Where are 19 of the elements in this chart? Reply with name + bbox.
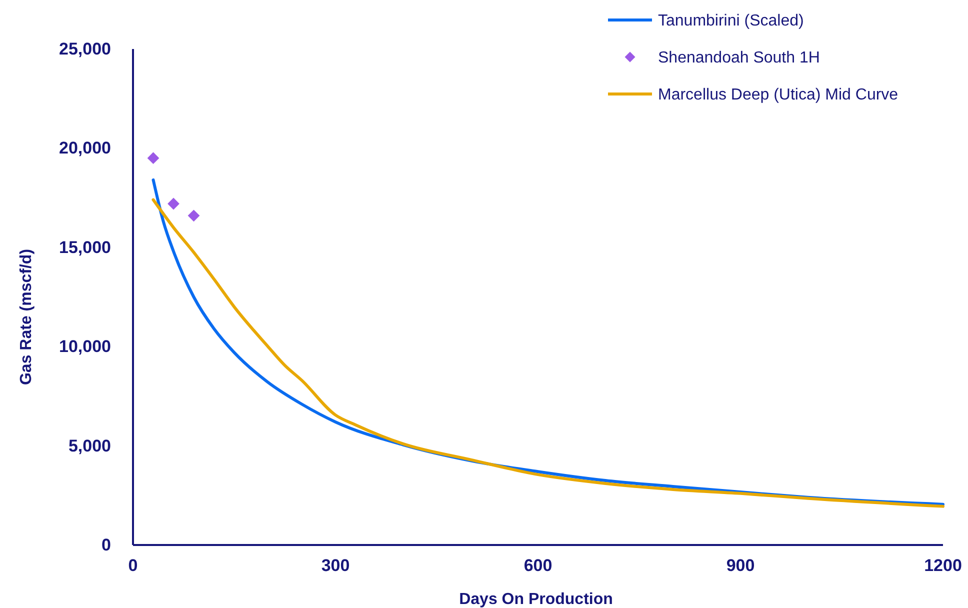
legend-label: Shenandoah South 1H [658,50,820,67]
point [168,198,180,210]
y-axis-title: Gas Rate (mscf/d) [18,248,35,386]
y-tick-label: 0 [102,535,111,554]
point [147,152,160,164]
x-tick-label: 1200 [924,556,962,576]
y-tick-label: 15,000 [59,238,111,257]
legend-label: Tanumbirini (Scaled) [658,12,804,30]
y-tick-label: 5,000 [68,436,111,456]
x-axis-title: Days On Production [459,591,613,608]
y-tick-label: 25,000 [59,39,111,58]
x-tick-label: 0 [128,556,138,576]
x-tick-label: 300 [321,556,350,576]
x-tick-label: 900 [726,556,755,576]
x-tick-label: 600 [524,556,552,576]
y-tick-label: 10,000 [59,337,111,356]
legend-label: Marcellus Deep (Utica) Mid Curve [658,86,898,104]
point [188,210,200,222]
y-tick-label: 20,000 [59,138,111,158]
